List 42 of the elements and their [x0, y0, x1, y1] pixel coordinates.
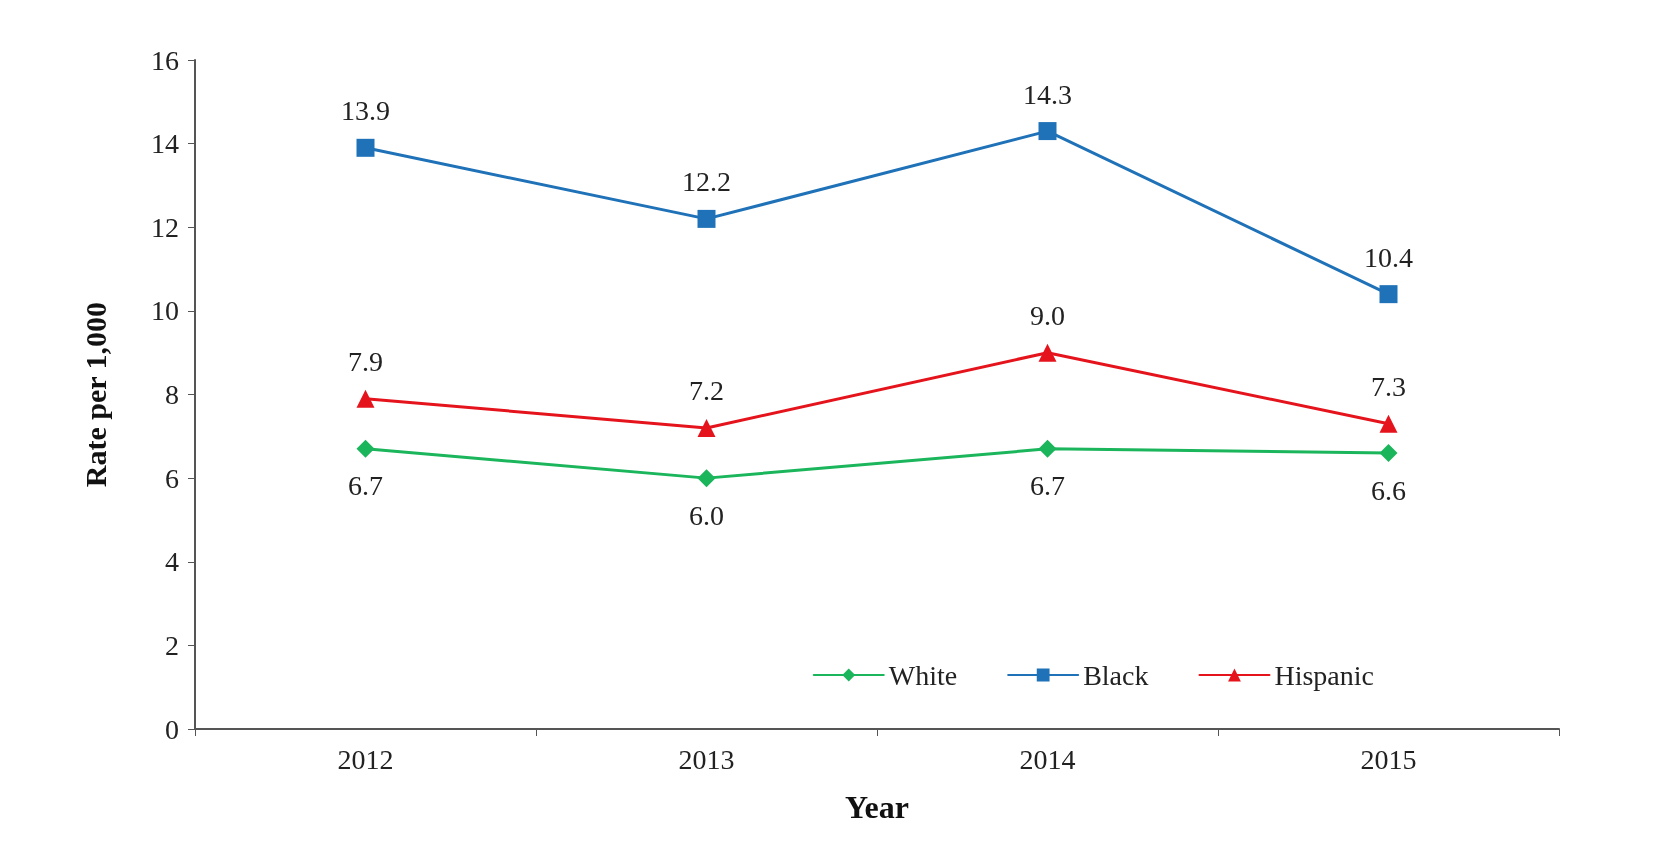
data-label: 6.0 [689, 499, 724, 531]
point [697, 209, 716, 228]
y-tick-label: 10 [151, 295, 179, 327]
point [1038, 343, 1057, 362]
y-tick-label: 0 [165, 713, 179, 745]
data-label: 10.4 [1364, 241, 1413, 273]
data-label: 7.2 [689, 375, 724, 407]
y-tick-label: 4 [165, 546, 179, 578]
x-axis-title: Year [845, 789, 909, 825]
y-axis-title: Rate per 1,000 [78, 301, 112, 488]
y-tick-label: 6 [165, 462, 179, 494]
x-tick-label: 2013 [678, 743, 735, 775]
y-tick-label: 16 [151, 44, 179, 76]
point [697, 418, 716, 437]
data-label: 6.7 [348, 470, 383, 502]
y-tick-label: 14 [151, 128, 179, 160]
data-label: 7.3 [1371, 371, 1406, 403]
y-tick-label: 8 [165, 379, 179, 410]
data-label: 12.2 [682, 166, 731, 198]
x-tick-label: 2015 [1360, 743, 1417, 775]
data-label: 14.3 [1023, 78, 1072, 110]
point [356, 389, 375, 408]
data-label: 7.9 [348, 346, 383, 378]
x-tick-label: 2012 [337, 743, 394, 775]
legend-label: Hispanic [1274, 659, 1374, 691]
x-tick-label: 2014 [1019, 743, 1076, 775]
point [1038, 439, 1057, 458]
point [356, 138, 375, 157]
legend-label: White [888, 659, 958, 691]
y-tick-label: 12 [151, 211, 179, 243]
point [356, 439, 375, 458]
y-tick-label: 2 [165, 629, 179, 661]
legend-label: Black [1083, 659, 1149, 691]
point [697, 469, 716, 488]
data-label: 13.9 [341, 95, 390, 127]
data-label: 6.7 [1030, 470, 1065, 502]
point [1379, 285, 1398, 304]
data-label: 9.0 [1030, 300, 1065, 332]
point [1379, 414, 1398, 433]
point [1038, 122, 1057, 141]
point [1379, 444, 1398, 463]
data-label: 6.6 [1371, 474, 1406, 506]
